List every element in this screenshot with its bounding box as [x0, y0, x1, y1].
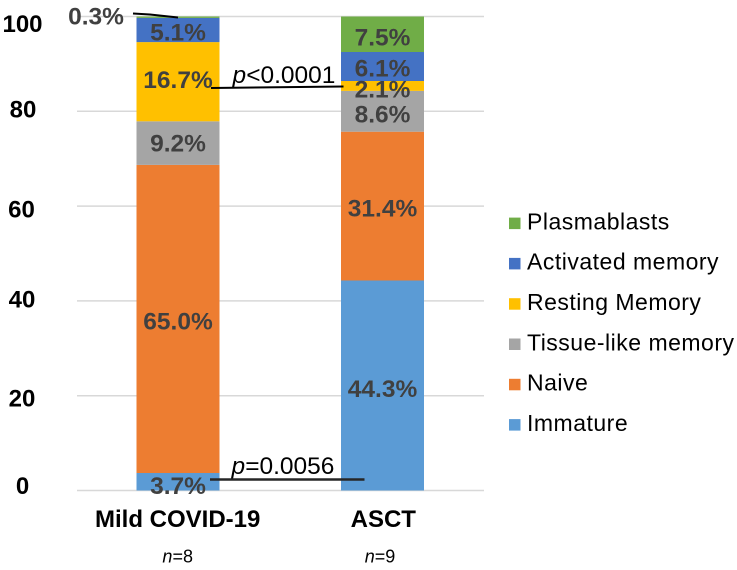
svg-text:5.1%: 5.1%: [150, 19, 206, 46]
svg-text:31.4%: 31.4%: [348, 195, 418, 222]
svg-text:7.5%: 7.5%: [355, 24, 411, 51]
svg-text:44.3%: 44.3%: [348, 376, 418, 403]
svg-text:6.1%: 6.1%: [355, 56, 411, 83]
svg-text:p=0.0056: p=0.0056: [231, 453, 335, 480]
svg-text:ASCT: ASCT: [351, 506, 417, 533]
svg-text:n=9: n=9: [365, 547, 396, 567]
svg-text:Immature: Immature: [527, 410, 628, 436]
svg-text:16.7%: 16.7%: [143, 67, 213, 94]
svg-text:p<0.0001: p<0.0001: [232, 62, 336, 89]
svg-text:65.0%: 65.0%: [143, 308, 213, 335]
svg-text:8.6%: 8.6%: [355, 101, 411, 128]
svg-text:Mild COVID-19: Mild COVID-19: [95, 506, 260, 533]
svg-text:60: 60: [8, 197, 35, 224]
svg-text:0: 0: [16, 473, 29, 500]
svg-text:Plasmablasts: Plasmablasts: [527, 208, 670, 234]
svg-text:Activated memory: Activated memory: [527, 249, 719, 275]
svg-text:Tissue-like memory: Tissue-like memory: [527, 329, 735, 355]
svg-text:9.2%: 9.2%: [150, 130, 206, 157]
svg-text:Naive: Naive: [527, 370, 588, 396]
svg-text:0.3%: 0.3%: [68, 3, 124, 30]
svg-text:n=8: n=8: [162, 547, 193, 567]
svg-text:Resting Memory: Resting Memory: [527, 289, 701, 315]
svg-text:80: 80: [10, 96, 37, 123]
svg-text:20: 20: [9, 385, 36, 412]
svg-text:40: 40: [9, 286, 36, 313]
svg-text:2.1%: 2.1%: [355, 76, 411, 103]
svg-text:3.7%: 3.7%: [150, 473, 206, 500]
svg-text:100: 100: [2, 11, 42, 38]
